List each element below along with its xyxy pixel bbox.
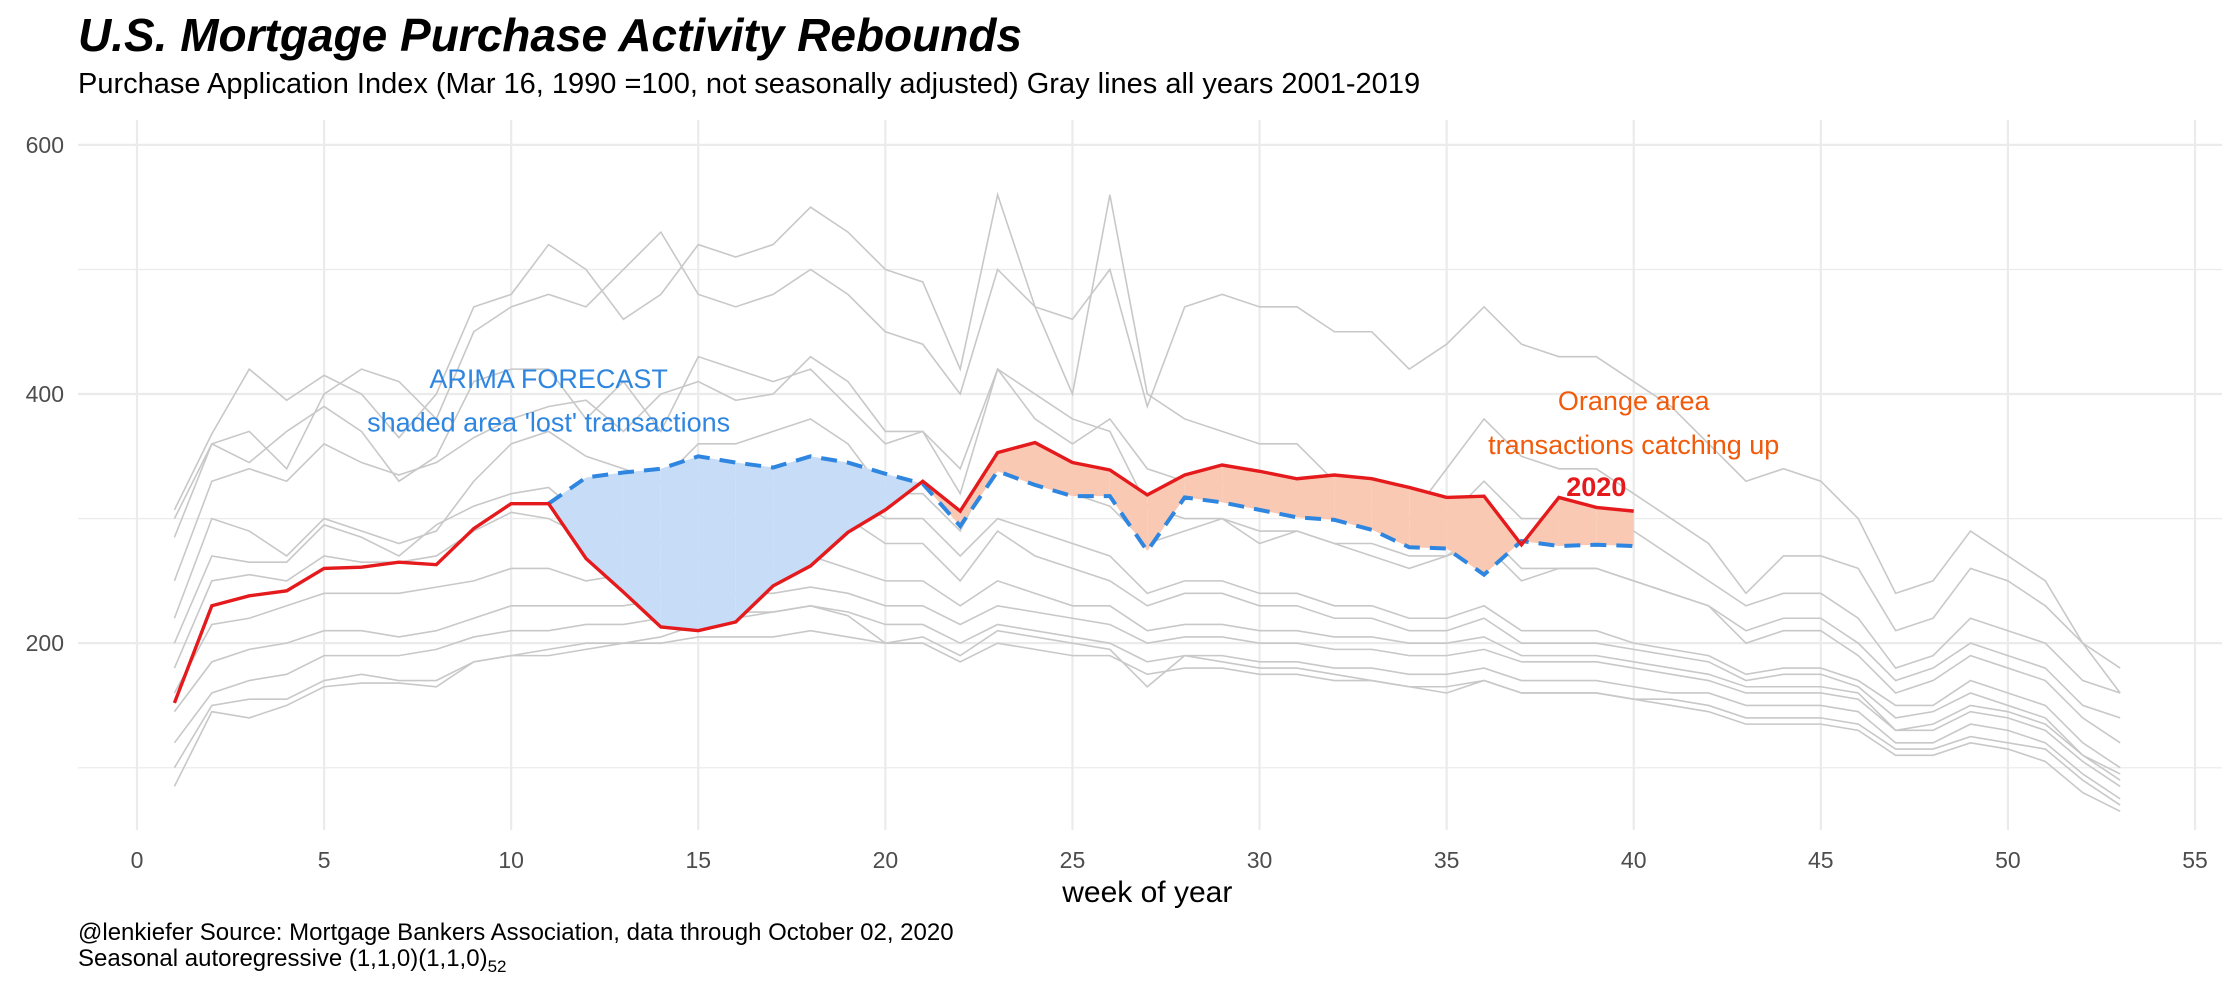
catching-up-area bbox=[1371, 478, 1410, 548]
catching-up-area bbox=[960, 452, 998, 527]
lost-transactions-area bbox=[660, 456, 699, 631]
catching-up-area bbox=[1035, 442, 1073, 497]
shaded-area-layer bbox=[548, 442, 1634, 631]
background-year-line bbox=[173, 474, 2121, 769]
forecast-annotation-title: ARIMA FORECAST bbox=[429, 364, 668, 394]
background-year-line bbox=[173, 555, 2121, 781]
x-tick-label: 30 bbox=[1247, 847, 1273, 873]
x-tick-label: 45 bbox=[1808, 847, 1834, 873]
lost-transactions-area bbox=[548, 477, 587, 559]
y-tick-label: 200 bbox=[26, 630, 64, 656]
chart-subtitle: Purchase Application Index (Mar 16, 1990… bbox=[78, 68, 1421, 100]
year-2020-label: 2020 bbox=[1566, 472, 1626, 502]
forecast-annotation-subtitle: shaded area 'lost' transactions bbox=[367, 407, 730, 437]
x-tick-label: 55 bbox=[2182, 847, 2208, 873]
x-axis-title: week of year bbox=[1061, 876, 1232, 909]
x-tick-label: 10 bbox=[498, 847, 524, 873]
x-tick-label: 40 bbox=[1621, 847, 1647, 873]
y-tick-label: 600 bbox=[26, 132, 64, 158]
lost-transactions-area bbox=[623, 468, 661, 627]
catching-up-area bbox=[1558, 497, 1597, 546]
catching-up-area bbox=[1072, 462, 1110, 497]
background-year-line bbox=[173, 604, 2121, 800]
lost-transactions-area bbox=[698, 456, 736, 631]
background-year-line bbox=[173, 586, 2121, 788]
catching-up-area bbox=[1596, 507, 1634, 546]
background-year-line bbox=[173, 191, 2121, 669]
lost-transactions-area bbox=[586, 472, 624, 593]
background-year-line bbox=[173, 629, 2121, 806]
forecast-line bbox=[547, 454, 1634, 578]
chart-caption: @lenkiefer Source: Mortgage Bankers Asso… bbox=[78, 920, 954, 980]
background-year-line bbox=[173, 230, 2121, 694]
x-tick-label: 5 bbox=[318, 847, 331, 873]
background-year-line bbox=[173, 355, 2121, 694]
catching-up-area bbox=[1259, 471, 1297, 518]
tick-label-layer: 0 5 10 15 20 25 30 35 40 45 50 55 200 400 600 bbox=[26, 132, 2208, 873]
x-tick-label: 15 bbox=[685, 847, 711, 873]
catching-up-area bbox=[1222, 465, 1260, 510]
catching-up-area bbox=[1296, 475, 1335, 520]
x-tick-label: 20 bbox=[873, 847, 899, 873]
background-year-line bbox=[173, 604, 2121, 813]
catching-up-area bbox=[1484, 496, 1520, 575]
main-series-layer bbox=[172, 440, 1634, 704]
x-tick-label: 25 bbox=[1060, 847, 1086, 873]
catching-up-area bbox=[1334, 475, 1372, 530]
orange-annotation-title: Orange area bbox=[1558, 386, 1711, 416]
y-tick-label: 400 bbox=[26, 381, 64, 407]
caption-model: Seasonal autoregressive (1,1,0)(1,1,0)52 bbox=[78, 946, 954, 980]
lost-transactions-area bbox=[773, 456, 811, 586]
chart-title: U.S. Mortgage Purchase Activity Rebounds bbox=[78, 9, 1023, 61]
catching-up-area bbox=[1184, 465, 1223, 503]
catching-up-area bbox=[1147, 475, 1185, 551]
orange-annotation-subtitle: transactions catching up bbox=[1488, 430, 1779, 460]
x-tick-label: 50 bbox=[1995, 847, 2021, 873]
lost-transactions-area bbox=[735, 462, 774, 622]
caption-source: @lenkiefer Source: Mortgage Bankers Asso… bbox=[78, 919, 954, 946]
actual-2020-line bbox=[172, 440, 1634, 704]
background-year-line bbox=[173, 492, 2121, 775]
x-tick-label: 0 bbox=[131, 847, 144, 873]
x-tick-label: 35 bbox=[1434, 847, 1460, 873]
caption-model-text: Seasonal autoregressive (1,1,0)(1,1,0) bbox=[78, 945, 488, 972]
caption-model-subscript: 52 bbox=[487, 956, 507, 976]
catching-up-area bbox=[1409, 487, 1447, 549]
